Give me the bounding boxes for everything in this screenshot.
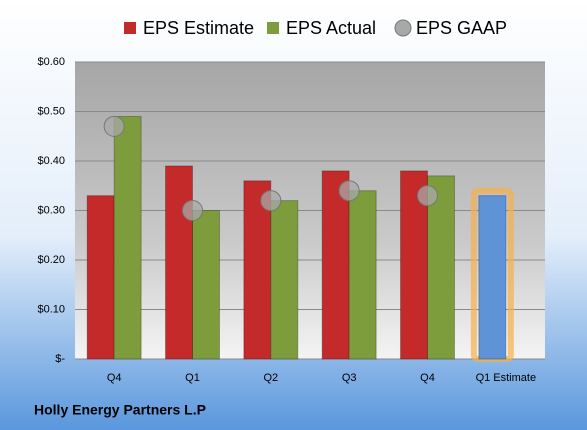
bar xyxy=(192,210,220,360)
bar xyxy=(86,195,115,360)
marker xyxy=(260,190,282,212)
x-tick-label: Q1 Estimate xyxy=(476,372,537,384)
legend-label: EPS GAAP xyxy=(416,18,507,38)
x-tick-label: Q2 xyxy=(263,372,278,384)
bar xyxy=(270,200,299,360)
chart-title: Holly Energy Partners L.P xyxy=(34,402,206,418)
x-tick-label: Q3 xyxy=(342,372,357,384)
y-tick-label: $0.10 xyxy=(37,303,65,315)
y-tick-label: $- xyxy=(55,353,65,365)
bar xyxy=(165,165,193,360)
bar xyxy=(243,180,272,360)
legend-marker xyxy=(124,22,136,34)
bar xyxy=(427,175,455,360)
y-tick-label: $0.60 xyxy=(37,56,65,68)
x-tick-label: Q4 xyxy=(420,372,435,384)
marker xyxy=(338,180,360,202)
bar xyxy=(113,115,142,360)
y-tick-label: $0.30 xyxy=(37,204,65,216)
legend-label: EPS Actual xyxy=(286,18,376,38)
bar xyxy=(348,190,377,360)
x-tick-label: Q4 xyxy=(107,372,122,384)
bar xyxy=(478,195,507,360)
x-tick-label: Q1 xyxy=(185,372,200,384)
y-tick-label: $0.20 xyxy=(37,254,65,266)
legend-label: EPS Estimate xyxy=(143,18,254,38)
legend-marker xyxy=(394,19,412,37)
marker xyxy=(417,185,438,207)
legend-marker xyxy=(267,22,279,34)
marker xyxy=(103,115,125,137)
y-tick-label: $0.50 xyxy=(37,105,65,117)
marker xyxy=(182,200,203,221)
y-tick-label: $0.40 xyxy=(37,155,65,167)
